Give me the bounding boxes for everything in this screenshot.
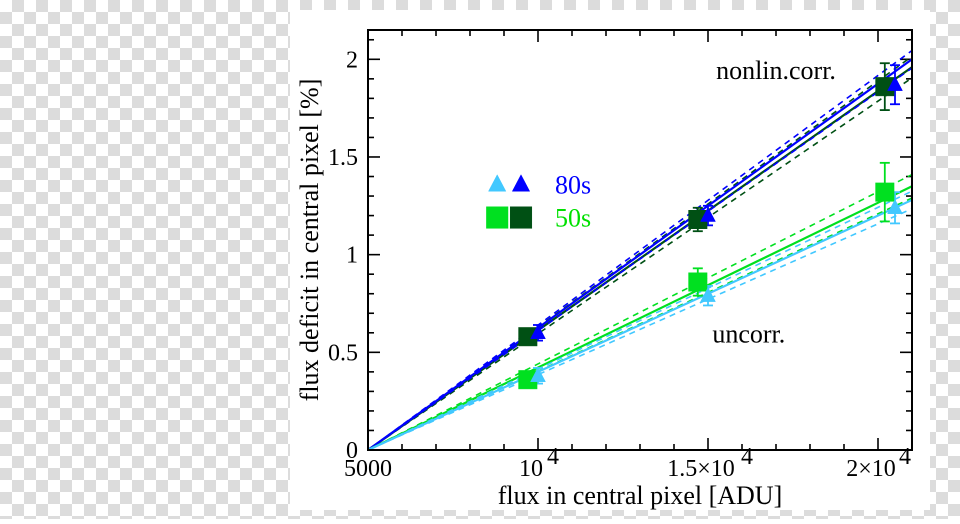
plot-panel-bg [290, 10, 930, 510]
y-axis-label: flux deficit in central pixel [%] [295, 79, 324, 402]
point-uncorr_50s [876, 183, 894, 201]
point-uncorr_50s [689, 273, 707, 291]
svg-text:1.5×10: 1.5×10 [667, 456, 735, 482]
y-tick-label: 1 [346, 243, 358, 269]
x-tick-exponent: 4 [547, 444, 559, 470]
annotation-0: nonlin.corr. [716, 56, 836, 85]
x-tick-exponent: 4 [899, 444, 911, 470]
legend-label-1: 50s [555, 204, 591, 233]
svg-text:10: 10 [519, 456, 543, 482]
svg-text:2×10: 2×10 [846, 456, 896, 482]
y-tick-label: 2 [346, 47, 358, 73]
chart-svg: 50001041.5×1042×10400.511.52flux in cent… [0, 0, 960, 519]
x-tick-exponent: 4 [741, 444, 753, 470]
chart-container: 50001041.5×1042×10400.511.52flux in cent… [0, 0, 960, 524]
y-tick-label: 0 [346, 438, 358, 464]
y-tick-label: 0.5 [328, 340, 358, 366]
legend-marker-light-1 [486, 207, 508, 229]
legend-marker-dark-1 [510, 207, 532, 229]
annotation-1: uncorr. [712, 320, 785, 349]
x-axis-label: flux in central pixel [ADU] [498, 481, 782, 510]
legend-label-0: 80s [555, 170, 591, 199]
y-tick-label: 1.5 [328, 145, 358, 171]
